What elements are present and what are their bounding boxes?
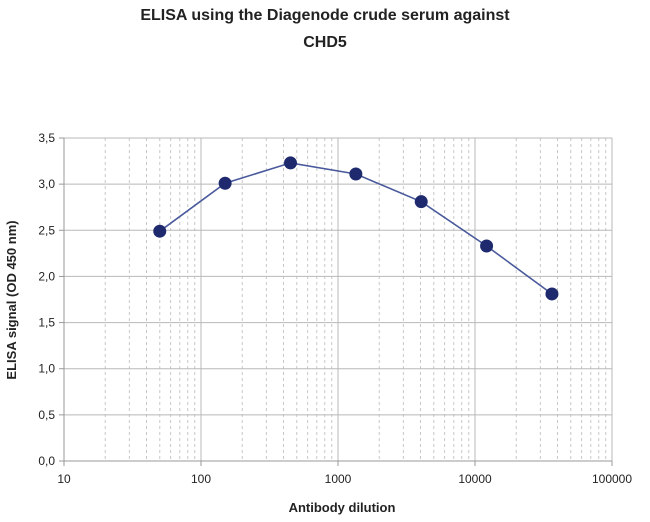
y-tick-label: 2,5 <box>38 223 55 237</box>
y-tick-label: 3,0 <box>38 177 55 191</box>
series <box>153 156 559 301</box>
data-point <box>414 195 428 209</box>
x-tick-label: 1000 <box>325 472 352 486</box>
data-point <box>283 156 297 170</box>
data-point <box>349 167 363 181</box>
grid <box>63 137 613 462</box>
y-tick-label: 3,5 <box>38 131 55 145</box>
x-tick-label: 10 <box>57 472 71 486</box>
chart-title-line-1: ELISA using the Diagenode crude serum ag… <box>140 7 510 24</box>
y-tick-label: 0,5 <box>38 408 55 422</box>
y-tick-label: 1,5 <box>38 316 55 330</box>
y-tick-label: 2,0 <box>38 269 55 283</box>
x-tick-label: 100000 <box>592 472 632 486</box>
x-tick-label: 10000 <box>458 472 492 486</box>
x-tick-label: 100 <box>191 472 211 486</box>
data-point <box>218 176 232 190</box>
data-point <box>480 239 494 253</box>
y-tick-label: 1,0 <box>38 362 55 376</box>
tick-labels: 0,0 0,5 1,0 1,5 2,0 2,5 3,0 3,5 10 100 1000 10000 10… <box>38 131 632 486</box>
y-axis-label: ELISA signal (OD 450 nm) <box>4 220 19 379</box>
axes <box>59 137 613 466</box>
data-point <box>545 287 559 301</box>
data-point <box>153 224 167 238</box>
x-axis-label: Antibody dilution <box>289 500 396 515</box>
series-line <box>159 162 553 295</box>
y-tick-label: 0,0 <box>38 454 55 468</box>
chart-title-line-2: CHD5 <box>303 34 347 51</box>
